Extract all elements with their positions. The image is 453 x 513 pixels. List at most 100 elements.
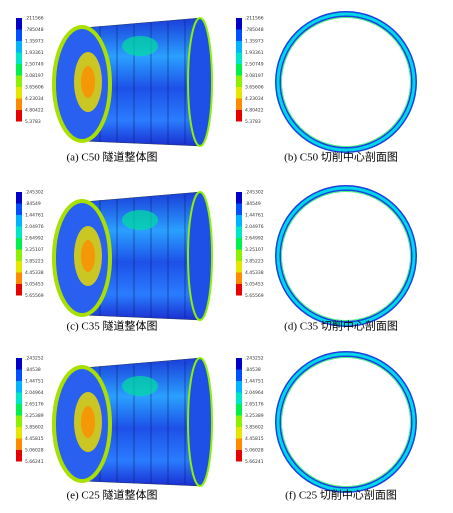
legend-label: 1.93361 — [25, 50, 44, 56]
legend-swatch — [16, 52, 22, 64]
legend-label: 3.25389 — [245, 413, 264, 419]
legend-label: 3.08197 — [25, 73, 44, 79]
legend-swatch — [16, 226, 22, 238]
legend-swatch — [236, 272, 242, 284]
caption: (b) C50 切削中心剖面图 — [284, 150, 398, 164]
legend-swatch — [236, 450, 242, 462]
legend-label: .245302 — [245, 190, 264, 196]
panel: .211566 .785048 1.35973 1.93361 2.50749 3.081… — [236, 11, 417, 153]
legend-label: 4.80422 — [245, 108, 264, 114]
legend-swatch — [236, 29, 242, 41]
ring-mid — [276, 186, 416, 326]
ring-mid — [276, 12, 416, 152]
caption: (f) C25 切削中心剖面图 — [285, 488, 397, 502]
inner-core — [81, 240, 95, 272]
legend-label: 4.45815 — [25, 436, 44, 442]
ring-inner — [281, 191, 411, 321]
legend-label: 2.04964 — [245, 390, 264, 396]
legend-label: 1.35973 — [25, 39, 44, 45]
legend-label: 1.44751 — [245, 379, 264, 385]
legend-label: 2.50749 — [245, 62, 264, 68]
legend-swatch — [236, 438, 242, 450]
legend-swatch — [16, 98, 22, 110]
legend-label: .211566 — [25, 16, 44, 22]
ring-mid — [276, 352, 416, 492]
legend-swatch — [236, 41, 242, 53]
legend-label: 1.44761 — [245, 213, 264, 219]
legend-label: .84538 — [245, 367, 261, 373]
legend-swatch — [16, 415, 22, 427]
legend-swatch — [236, 369, 242, 381]
legend-label: .245302 — [25, 190, 44, 196]
caption: (d) C35 切削中心剖面图 — [284, 319, 398, 333]
legend-label: .84549 — [245, 201, 261, 207]
legend-label: 2.04976 — [25, 224, 44, 230]
legend-swatch — [236, 52, 242, 64]
legend-label: .211566 — [245, 16, 264, 22]
legend-label: .84549 — [25, 201, 41, 207]
ring-inner — [281, 357, 411, 487]
legend-label: .243252 — [25, 356, 44, 362]
legend-label: 5.65569 — [25, 293, 44, 299]
legend-swatch — [16, 110, 22, 122]
legend-swatch — [16, 75, 22, 87]
legend-swatch — [236, 203, 242, 215]
legend-label: 4.80422 — [25, 108, 44, 114]
legend-swatch — [236, 226, 242, 238]
legend-label: 5.06028 — [245, 448, 264, 454]
legend-label: 5.05453 — [25, 282, 44, 288]
legend-label: 2.04976 — [245, 224, 264, 230]
panel: .243252 .84538 1.44751 2.04964 2.65176 3.2538… — [16, 356, 213, 487]
legend-swatch — [236, 404, 242, 416]
legend-label: 4.45815 — [245, 436, 264, 442]
legend-label: 3.85223 — [25, 259, 44, 265]
panel: .245302 .84549 1.44761 2.04976 2.64992 3.2510… — [236, 185, 417, 327]
legend-label: .243252 — [245, 356, 264, 362]
legend-label: 3.08197 — [245, 73, 264, 79]
legend-label: 3.65606 — [25, 85, 44, 91]
inner-core — [81, 406, 95, 438]
legend-swatch — [236, 215, 242, 227]
legend-label: 2.04964 — [25, 390, 44, 396]
legend-swatch — [16, 369, 22, 381]
legend-swatch — [16, 284, 22, 296]
legend-swatch — [16, 192, 22, 204]
tunnel-far-end — [187, 191, 213, 321]
legend-label: 4.23034 — [25, 96, 44, 102]
legend-swatch — [16, 272, 22, 284]
legend-swatch — [16, 87, 22, 99]
legend-label: 4.45338 — [245, 270, 264, 276]
legend-swatch — [236, 284, 242, 296]
legend-swatch — [16, 238, 22, 250]
side-green — [122, 210, 158, 230]
legend-swatch — [236, 238, 242, 250]
legend-swatch — [236, 110, 242, 122]
legend-label: 5.3783 — [25, 119, 41, 125]
legend-label: 2.65176 — [245, 402, 264, 408]
legend-swatch — [16, 450, 22, 462]
legend-label: 3.25389 — [25, 413, 44, 419]
caption: (e) C25 隧道整体图 — [66, 488, 157, 502]
legend-swatch — [16, 427, 22, 439]
legend-swatch — [16, 261, 22, 273]
legend-label: 2.64992 — [25, 236, 44, 242]
legend-label: 1.44761 — [25, 213, 44, 219]
panel: .243252 .84538 1.44751 2.04964 2.65176 3.2538… — [236, 351, 417, 493]
legend-label: 3.25107 — [25, 247, 44, 253]
legend-label: 1.93361 — [245, 50, 264, 56]
legend-swatch — [236, 64, 242, 76]
legend-label: 3.85602 — [245, 425, 264, 431]
legend-swatch — [16, 29, 22, 41]
legend-label: 3.65606 — [245, 85, 264, 91]
legend-swatch — [236, 18, 242, 30]
legend-label: 2.50749 — [25, 62, 44, 68]
tunnel-far-end — [187, 17, 213, 147]
legend-label: 5.06028 — [25, 448, 44, 454]
legend-label: 4.45338 — [25, 270, 44, 276]
legend-label: 5.05453 — [245, 282, 264, 288]
legend-label: 2.64992 — [245, 236, 264, 242]
legend-label: 3.85602 — [25, 425, 44, 431]
legend-swatch — [16, 438, 22, 450]
ring-inner — [281, 17, 411, 147]
